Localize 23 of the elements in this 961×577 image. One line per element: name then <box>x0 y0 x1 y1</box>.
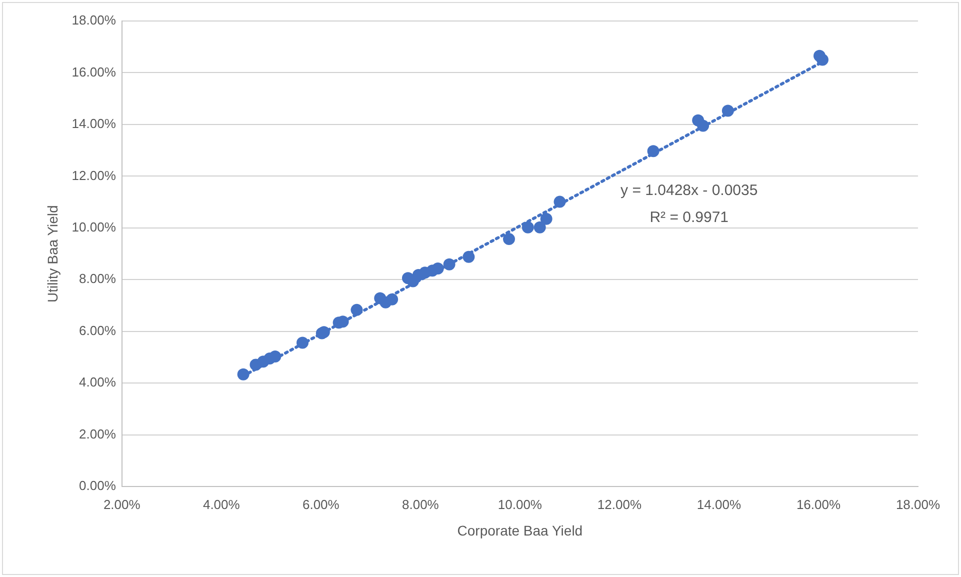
annotation: y = 1.0428x - 0.0035 <box>620 182 758 200</box>
y-tick-label: 8.00% <box>79 271 116 286</box>
y-tick-label: 6.00% <box>79 322 116 338</box>
x-axis-title: Corporate Baa Yield <box>457 522 583 538</box>
x-tick-label: 8.00% <box>402 496 440 512</box>
y-tick-label: 10.00% <box>72 220 116 235</box>
x-tick-label: 14.00% <box>696 496 742 512</box>
y-tick-label: 4.00% <box>79 374 116 390</box>
x-tick-label: 12.00% <box>597 496 642 512</box>
x-tick-label: 16.00% <box>796 496 841 512</box>
y-tick-label: 14.00% <box>72 116 116 132</box>
x-tick-label: 2.00% <box>103 496 141 512</box>
y-axis-title: Utility Baa Yield <box>44 205 60 302</box>
x-tick-label: 18.00% <box>896 496 940 512</box>
y-tick-label: 2.00% <box>79 426 116 442</box>
y-tick-label: 16.00% <box>72 64 116 80</box>
y-tick-label: 0.00% <box>79 478 116 494</box>
annotation: R² = 0.9971 <box>650 209 729 226</box>
y-tick-label: 18.00% <box>72 12 116 28</box>
y-tick-label: 12.00% <box>72 168 116 183</box>
x-tick-label: 10.00% <box>498 496 542 512</box>
x-tick-label: 4.00% <box>202 496 240 512</box>
x-tick-label: 6.00% <box>302 496 340 512</box>
